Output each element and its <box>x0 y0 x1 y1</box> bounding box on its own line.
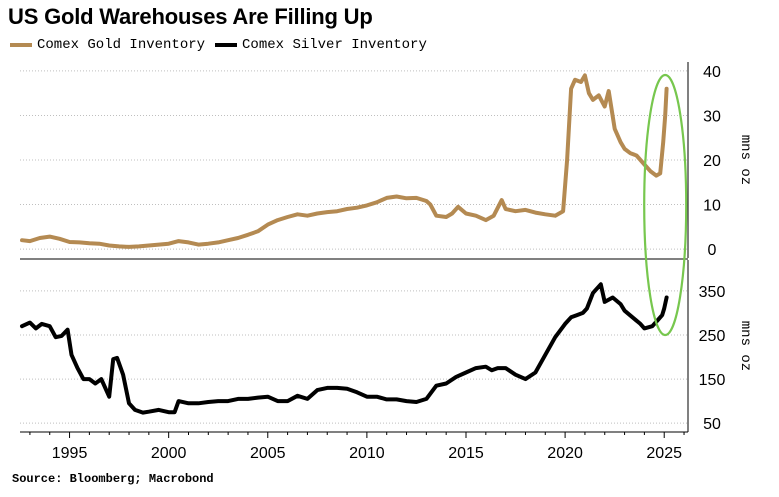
x-tick-label-5: 2020 <box>547 445 583 462</box>
y-tick-label-top-panel-2: 20 <box>703 153 721 170</box>
legend-item-silver: Comex Silver Inventory <box>215 37 427 53</box>
y-tick-label-bottom-panel-0: 50 <box>703 416 721 433</box>
series-line-top-panel-0 <box>20 73 669 249</box>
x-tick-label-1: 2000 <box>151 445 187 462</box>
y-tick-label-bottom-panel-2: 250 <box>699 328 726 345</box>
legend-swatch-gold <box>10 43 32 47</box>
legend-label-gold: Comex Gold Inventory <box>37 37 206 53</box>
x-tick-label-6: 2025 <box>646 445 682 462</box>
y-axis-title-top-panel: mns oz <box>737 135 753 185</box>
chart-title: US Gold Warehouses Are Filling Up <box>8 4 373 29</box>
highlight-ellipse <box>643 73 688 337</box>
y-tick-label-top-panel-0: 0 <box>708 242 717 259</box>
y-axis-title-bottom-panel: mns oz <box>737 321 753 371</box>
x-tick-label-3: 2010 <box>349 445 385 462</box>
x-tick-label-0: 1995 <box>52 445 88 462</box>
legend-swatch-silver <box>215 43 238 47</box>
legend-item-gold: Comex Gold Inventory <box>10 37 205 53</box>
y-tick-label-top-panel-4: 40 <box>703 64 721 81</box>
y-tick-label-top-panel-3: 30 <box>703 108 721 125</box>
legend: Comex Gold Inventory Comex Silver Invent… <box>10 37 427 53</box>
y-tick-label-bottom-panel-3: 350 <box>699 284 726 301</box>
x-tick-label-2: 2005 <box>250 445 286 462</box>
legend-label-silver: Comex Silver Inventory <box>242 37 427 53</box>
x-tick-label-4: 2015 <box>448 445 484 462</box>
y-tick-label-top-panel-1: 10 <box>703 198 721 215</box>
source-note: Source: Bloomberg; Macrobond <box>12 472 214 486</box>
series-line-bottom-panel-0 <box>20 282 669 415</box>
y-tick-label-bottom-panel-1: 150 <box>699 372 726 389</box>
